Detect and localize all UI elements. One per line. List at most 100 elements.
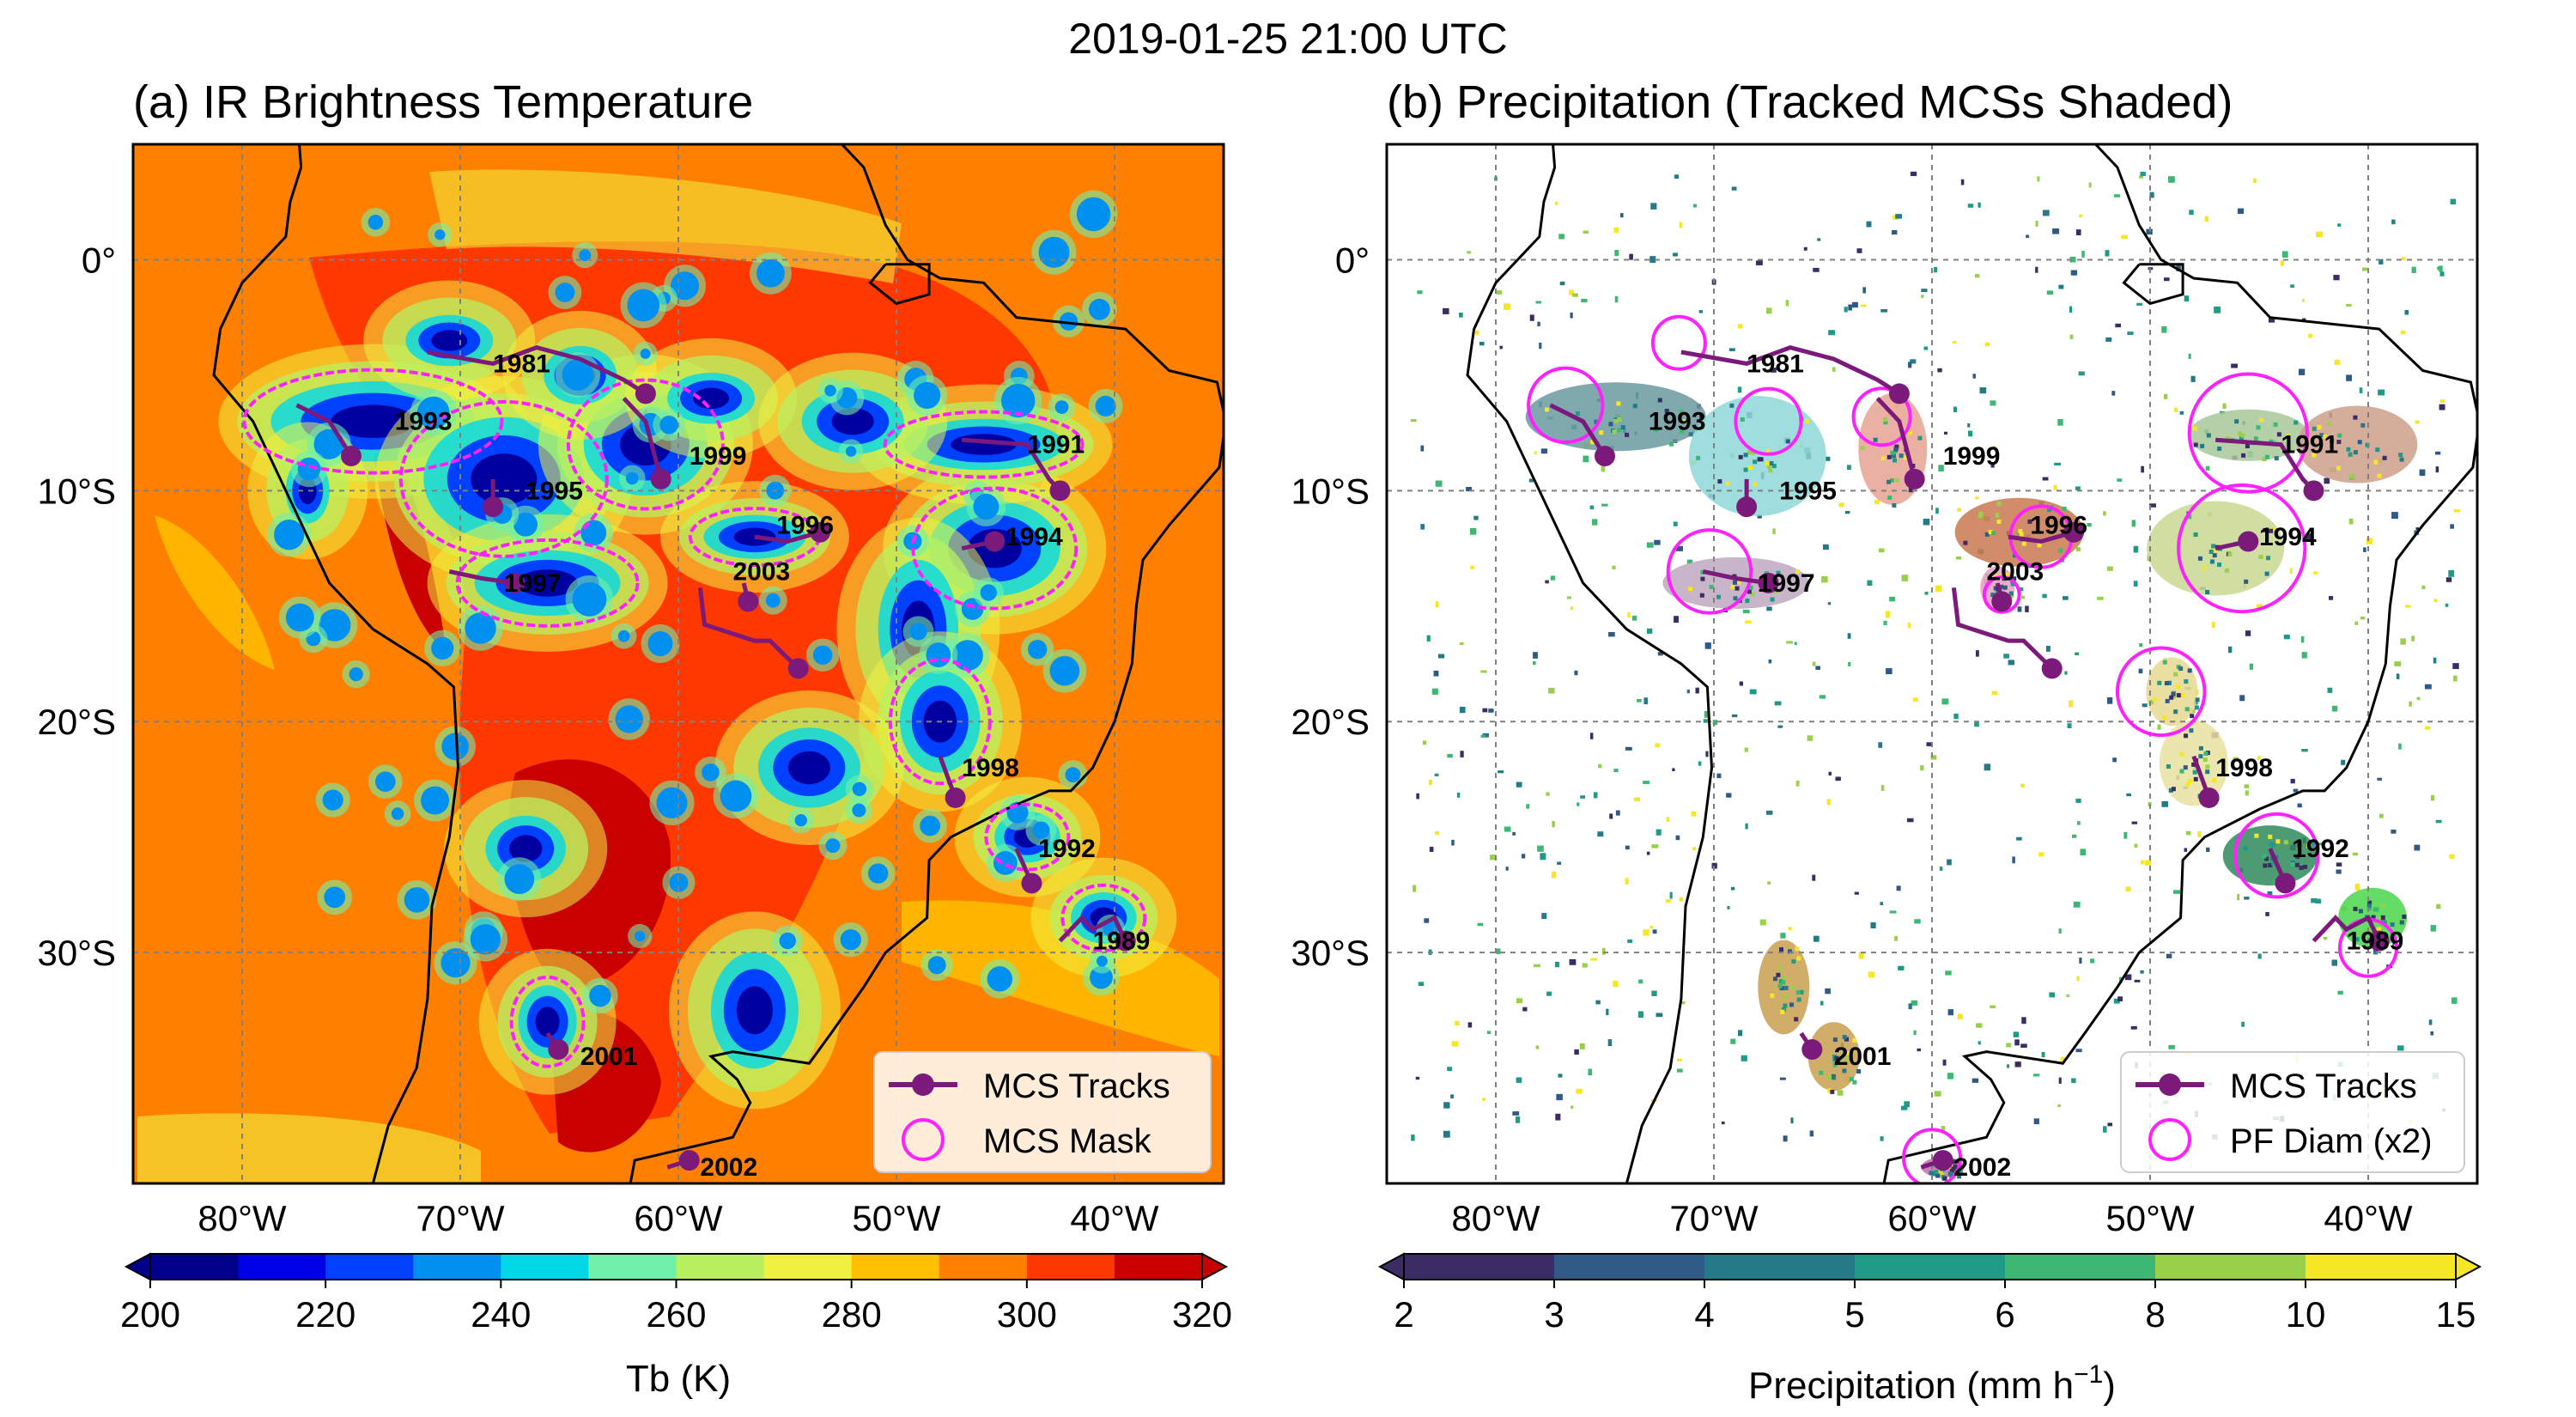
small-cloud — [470, 924, 501, 955]
rain-speck — [2398, 743, 2402, 750]
rain-speck — [1822, 544, 1829, 550]
mcs-track-endpoint — [548, 1039, 569, 1061]
small-cloud — [625, 471, 639, 485]
rain-cell — [2366, 903, 2372, 909]
rain-cell — [2205, 764, 2210, 769]
mcs-id-label: 1989 — [2347, 927, 2404, 956]
rain-speck — [1579, 1043, 1585, 1049]
rain-speck — [1537, 845, 1544, 852]
rain-speck — [1479, 341, 1485, 346]
rain-speck — [2435, 819, 2442, 824]
rain-speck — [1566, 596, 1571, 599]
rain-speck — [1676, 1058, 1682, 1061]
rain-cell — [2162, 660, 2167, 665]
rain-speck — [1783, 1135, 1788, 1142]
rain-cell — [1949, 1168, 1954, 1173]
rain-cell — [2185, 781, 2190, 787]
rain-cell — [1832, 1075, 1837, 1080]
rain-speck — [1554, 961, 1559, 968]
rain-speck — [2107, 1122, 2113, 1127]
legend-pf-circle — [2148, 1118, 2191, 1161]
panel-a-legend-mask: MCS Mask — [983, 1122, 1152, 1160]
mcs-mask-outline — [1060, 883, 1147, 952]
pf-diameter-circle — [2115, 646, 2207, 738]
lat-tick-label: 30°S — [1291, 933, 1370, 973]
mcs-id-label: 1998 — [962, 754, 1019, 782]
rain-speck — [2437, 266, 2442, 271]
panel-a-frame — [131, 143, 1225, 1185]
rain-speck — [2016, 836, 2022, 841]
rain-speck — [2064, 671, 2068, 675]
rain-cell — [2173, 709, 2178, 715]
rain-speck — [1795, 781, 1800, 787]
rain-speck — [1504, 303, 1510, 310]
rain-speck — [2360, 616, 2366, 620]
rain-speck — [1614, 295, 1619, 303]
rain-speck — [1649, 256, 1656, 264]
rain-cell — [2264, 571, 2269, 576]
rain-cell — [2319, 433, 2324, 438]
rain-speck — [1794, 642, 1797, 646]
rain-speck — [1862, 287, 1866, 294]
rain-speck — [2197, 830, 2202, 837]
rain-cell — [2192, 769, 2197, 775]
rain-cell — [1751, 450, 1756, 455]
rain-speck — [2131, 821, 2138, 824]
rain-speck — [1597, 831, 1604, 837]
rain-speck — [2035, 266, 2038, 273]
rain-speck — [1555, 1113, 1561, 1121]
rain-speck — [2341, 759, 2346, 765]
rain-speck — [1920, 765, 1924, 771]
rain-cell — [2399, 920, 2404, 925]
rain-speck — [1880, 785, 1885, 791]
rain-speck — [2069, 700, 2074, 708]
rain-speck — [2045, 645, 2050, 652]
rain-speck — [1607, 1039, 1613, 1047]
panel-b-pf-circles — [1527, 314, 2399, 1183]
small-cloud — [434, 229, 446, 240]
cloud-cold-core — [693, 387, 730, 410]
rain-cell — [2188, 778, 2193, 783]
rain-cell — [2062, 506, 2067, 511]
rain-cell — [2187, 668, 2192, 673]
rain-cell — [2354, 937, 2360, 942]
small-cloud — [421, 786, 450, 815]
rain-speck — [1692, 847, 1697, 851]
rain-speck — [2088, 182, 2092, 188]
small-cloud — [615, 705, 643, 733]
small-cloud — [635, 930, 646, 942]
rain-speck — [1767, 881, 1771, 885]
mcs-rain-area — [2297, 405, 2418, 483]
rain-cell — [2187, 514, 2192, 520]
rain-speck — [1755, 260, 1763, 265]
rain-speck — [1590, 958, 1598, 961]
rain-cell — [2398, 453, 2403, 458]
rain-speck — [1529, 314, 1534, 321]
rain-speck — [1571, 1105, 1574, 1109]
mcs-track-endpoint — [1021, 873, 1042, 894]
rain-speck — [1686, 689, 1690, 694]
rain-speck — [1911, 1000, 1918, 1006]
rain-cell — [2193, 776, 2198, 781]
rain-speck — [2428, 1019, 2433, 1025]
colorbar-bin — [676, 1254, 765, 1280]
rain-speck — [2126, 793, 2131, 797]
rain-speck — [1679, 897, 1684, 902]
figure-title: 2019-01-25 21:00 UTC — [1068, 15, 1507, 63]
rain-speck — [1477, 922, 1484, 927]
rain-cell — [2027, 519, 2032, 524]
cloud-cold-core — [471, 453, 538, 505]
small-cloud — [465, 612, 496, 644]
rain-speck — [2436, 903, 2441, 909]
rain-cell — [2008, 591, 2014, 596]
rain-cell — [2263, 527, 2268, 532]
rain-speck — [2397, 1045, 2404, 1051]
rain-speck — [2453, 509, 2460, 513]
rain-speck — [2163, 277, 2170, 282]
rain-speck — [2327, 687, 2333, 693]
pf-diameter-circle — [2187, 372, 2309, 494]
rain-speck — [2211, 621, 2215, 628]
rain-speck — [1934, 266, 1938, 273]
rain-speck — [1874, 499, 1880, 504]
rain-speck — [1727, 905, 1730, 909]
